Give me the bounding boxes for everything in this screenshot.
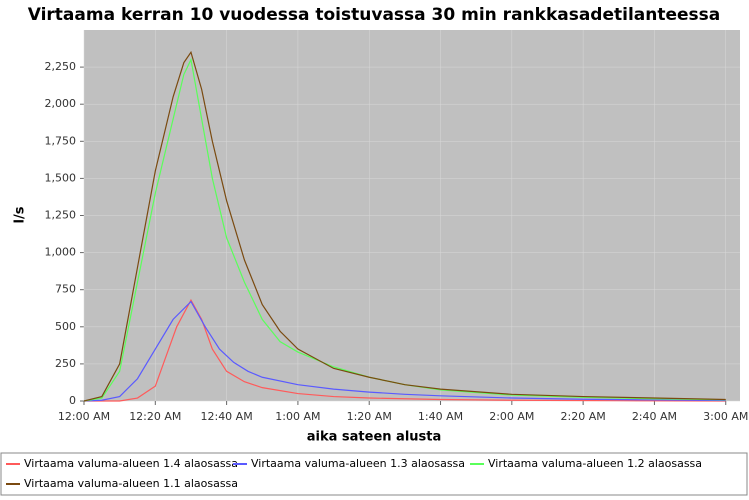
series-line [83, 50, 726, 402]
y-tick-label: 1,000 [45, 246, 77, 259]
y-tick-label: 2,250 [45, 60, 77, 73]
y-tick-label: 1,750 [45, 134, 77, 147]
x-tick-label: 1:20 AM [347, 410, 392, 423]
y-tick-label: 1,500 [45, 171, 77, 184]
series-line [83, 300, 726, 402]
x-tick-label: 2:00 AM [489, 410, 534, 423]
x-tick-label: 12:20 AM [129, 410, 181, 423]
x-axis-label: aika sateen alusta [307, 430, 442, 445]
y-axis-label: l/s [13, 206, 28, 223]
legend-label: Virtaama valuma-alueen 1.2 alaosassa [488, 457, 702, 470]
x-tick-label: 1:40 AM [418, 410, 463, 423]
x-tick-label: 12:00 AM [58, 410, 110, 423]
x-tick-label: 3:00 AM [703, 410, 748, 423]
x-tick-label: 2:20 AM [561, 410, 606, 423]
y-tick-label: 750 [55, 283, 76, 296]
legend-label: Virtaama valuma-alueen 1.1 alaosassa [24, 477, 238, 490]
y-tick-label: 250 [55, 357, 76, 370]
y-tick-label: 0 [69, 394, 76, 407]
series-line [84, 298, 726, 402]
chart-title: Virtaama kerran 10 vuodessa toistuvassa … [28, 5, 721, 25]
series-line [83, 57, 726, 402]
x-tick-label: 2:40 AM [632, 410, 677, 423]
y-tick-label: 2,000 [45, 97, 77, 110]
x-tick-label: 1:00 AM [275, 410, 320, 423]
x-tick-label: 12:40 AM [200, 410, 252, 423]
y-tick-label: 500 [55, 320, 76, 333]
y-tick-label: 1,250 [45, 209, 77, 222]
legend-label: Virtaama valuma-alueen 1.3 alaosassa [251, 457, 465, 470]
legend-label: Virtaama valuma-alueen 1.4 alaosassa [24, 457, 238, 470]
legend [0, 452, 748, 496]
